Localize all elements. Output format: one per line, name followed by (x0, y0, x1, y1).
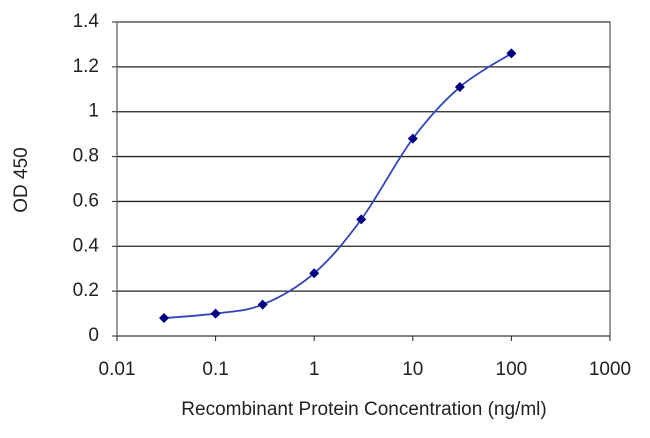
data-point (309, 268, 320, 279)
x-tick-label: 1 (309, 359, 320, 380)
data-line (163, 52, 512, 319)
y-tick-label: 1 (88, 101, 99, 122)
x-tick-label: 0.1 (202, 359, 228, 380)
plot-frame (116, 21, 611, 337)
data-point (454, 82, 465, 93)
x-tick-label: 100 (496, 359, 528, 380)
y-tick-label: 0.4 (73, 235, 100, 256)
y-tick-label: 0 (88, 325, 99, 346)
data-point (407, 133, 418, 144)
data-point (506, 48, 517, 59)
data-point (159, 313, 170, 324)
x-tick-label: 0.01 (99, 359, 136, 380)
y-tick-label: 0.8 (73, 146, 99, 167)
x-tick-label: 1000 (589, 359, 631, 380)
y-tick-label: 1.4 (73, 11, 100, 32)
data-point (356, 214, 367, 225)
y-tick-label: 0.2 (73, 280, 99, 301)
x-tick-label: 10 (402, 359, 423, 380)
y-tick-label: 1.2 (73, 56, 99, 77)
data-point (210, 308, 221, 319)
x-axis-title: Recombinant Protein Concentration (ng/ml… (181, 399, 546, 420)
y-axis-title: OD 450 (11, 147, 32, 212)
data-point (257, 299, 268, 310)
y-tick-label: 0.6 (73, 190, 99, 211)
